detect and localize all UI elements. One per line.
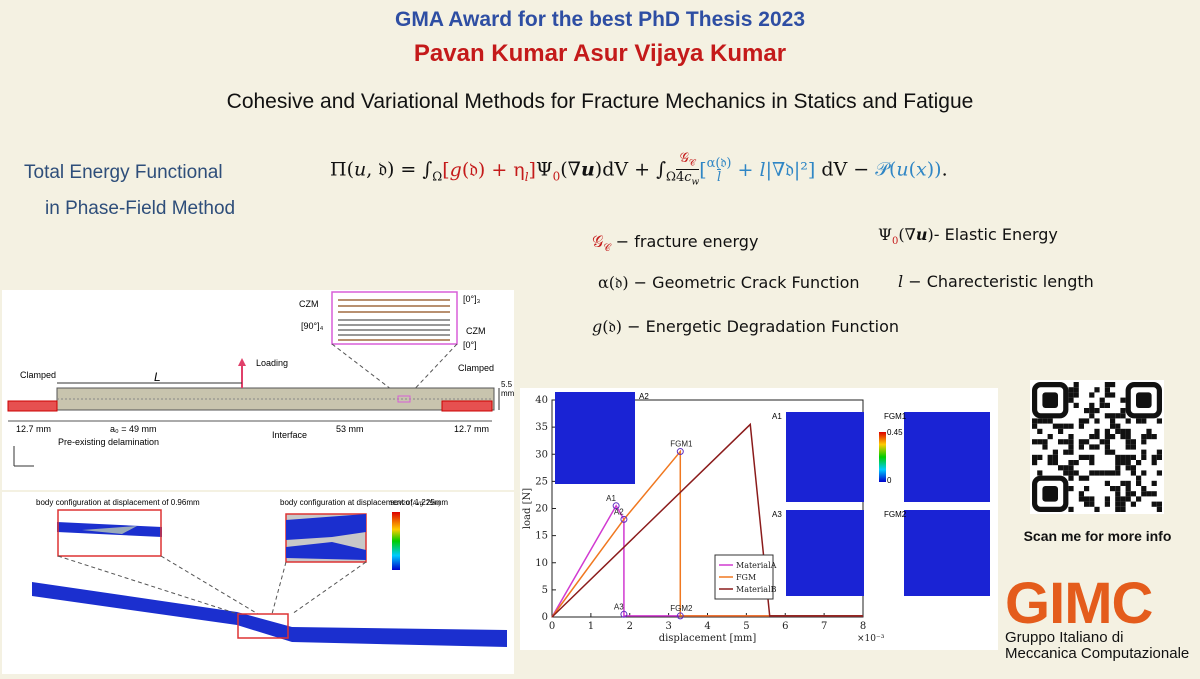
point-A3: [620, 610, 628, 618]
legend-psi: Ψ0(∇u)- Elastic Energy: [878, 225, 1058, 248]
legend-gc: 𝒢𝒞 − fracture energy: [592, 232, 759, 255]
legend-alpha: α(𝔡) − Geometric Crack Function: [598, 273, 860, 292]
dcb-diagram: CZM [0°]₃ [90°]₄ CZM [0°] Clamped L Load…: [2, 290, 514, 490]
series-line-FGM: [551, 449, 863, 618]
gimc-logo-text: GIMC: [1005, 571, 1153, 636]
legend-l: l − Charecteristic length: [898, 272, 1094, 291]
colorbar-min: 0: [887, 476, 892, 485]
label-12-7-left: 12.7 mm: [16, 424, 52, 434]
x-tick-label: 8: [860, 621, 866, 632]
load-displacement-panel: 0 1 2 3 4 5 6 7 8 0 5 10 15 20 25 30 35 40 displacement [m…: [520, 388, 998, 650]
gimc-line2: Meccanica Computazionale: [1005, 645, 1190, 662]
point-A2: [620, 515, 628, 523]
inset-a3: A3: [772, 510, 864, 596]
point-label-FGM2: FGM2: [670, 604, 693, 613]
x-tick-label: 6: [782, 621, 788, 632]
legend-entry-MaterialA: MaterialA: [736, 561, 777, 570]
x-tick-label: 7: [821, 621, 827, 632]
inset-label-fgm1: FGM1: [884, 412, 907, 421]
x-tick-label: 3: [665, 621, 671, 632]
y-axis-label: load [N]: [522, 488, 533, 529]
x-axis-label: displacement [mm]: [659, 633, 757, 644]
caption-left: body configuration at displacement of 0.…: [36, 498, 200, 507]
qr-code[interactable]: [1030, 380, 1164, 514]
label-12-7-right: 12.7 mm: [454, 424, 490, 434]
series-line-MaterialB: [551, 422, 863, 618]
label-clamped-right: Clamped: [458, 363, 495, 373]
legend-g: g(𝔡) − Energetic Degradation Function: [592, 317, 900, 336]
x-multiplier: ×10⁻³: [857, 634, 885, 644]
y-tick-label: 35: [535, 422, 548, 433]
label-L: L: [154, 370, 161, 384]
label-0deg3: [0°]₃: [463, 294, 481, 304]
inset-label-a1: A1: [772, 412, 782, 421]
y-tick-label: 0: [542, 612, 548, 623]
label-a0: a₀ = 49 mm: [110, 424, 157, 434]
inset-label-a3: A3: [772, 510, 782, 519]
inset-label-a2: A2: [639, 392, 649, 401]
energy-label-line2: in Phase-Field Method: [45, 198, 236, 219]
label-czm-bottom: CZM: [466, 326, 486, 336]
gimc-logo: GIMC: [1005, 575, 1153, 633]
label-clamped-left: Clamped: [20, 370, 57, 380]
gimc-line1: Gruppo Italiano di: [1005, 629, 1124, 646]
y-tick-label: 5: [542, 585, 548, 596]
inset-fgm1: FGM1: [884, 412, 990, 502]
load-displacement-chart: 0 1 2 3 4 5 6 7 8 0 5 10 15 20 25 30 35 40 displacement [m…: [522, 395, 885, 644]
label-0deg: [0°]: [463, 340, 477, 350]
x-tick-label: 4: [704, 621, 710, 632]
point-label-A3: A3: [614, 602, 624, 611]
y-tick-label: 40: [535, 395, 548, 406]
point-label-A1: A1: [606, 494, 616, 503]
inset-a1: A1: [772, 412, 864, 502]
energy-label-line1: Total Energy Functional: [24, 162, 223, 183]
label-czm-top: CZM: [299, 299, 319, 309]
label-thickness: 5.5 mm: [501, 380, 515, 398]
inset-label-fgm2: FGM2: [884, 510, 907, 519]
legend-entry-FGM: FGM: [736, 573, 756, 582]
point-FGM2: [676, 612, 684, 620]
inset-fgm2: FGM2: [884, 510, 990, 596]
inset-colorbar: [879, 432, 886, 482]
x-tick-label: 0: [549, 621, 555, 632]
legend-entry-MaterialB: MaterialB: [736, 585, 777, 594]
qr-caption: Scan me for more info: [1023, 528, 1172, 544]
thesis-title: Cohesive and Variational Methods for Fra…: [226, 90, 974, 113]
label-loading: Loading: [256, 358, 289, 368]
label-interface: Interface: [272, 430, 308, 440]
label-90deg4: [90°]₄: [301, 321, 324, 331]
simulation-panel: body configuration at displacement of 0.…: [2, 492, 514, 674]
point-FGM1: [676, 448, 684, 456]
gimc-caption: Gruppo Italiano di Meccanica Computazion…: [1005, 630, 1189, 662]
x-tick-label: 2: [627, 621, 633, 632]
inset-a2: A2: [555, 392, 649, 484]
caption-right: body configuration at displacement of 1.…: [280, 498, 449, 507]
x-tick-label: 1: [588, 621, 594, 632]
y-tick-label: 30: [535, 449, 548, 460]
y-tick-label: 20: [535, 504, 548, 515]
author-name: Pavan Kumar Asur Vijaya Kumar: [413, 40, 787, 67]
energy-functional-formula: Π(u, 𝔡) = ∫Ω[g(𝔡) + ηl]Ψ0(∇u)dV + ∫Ω𝒢𝒞 4c…: [330, 151, 948, 188]
y-tick-label: 15: [535, 531, 548, 542]
award-title: GMA Award for the best PhD Thesis 2023: [395, 8, 805, 31]
y-tick-label: 25: [535, 476, 548, 487]
colorbar-title: SDV20 (Avg: 75%): [390, 501, 441, 507]
label-53mm: 53 mm: [336, 424, 364, 434]
point-A1: [612, 502, 620, 510]
colorbar-max: 0.45: [887, 428, 903, 437]
point-label-FGM1: FGM1: [670, 440, 693, 449]
y-tick-label: 10: [535, 558, 548, 569]
point-label-A2: A2: [614, 507, 624, 516]
x-tick-label: 5: [743, 621, 749, 632]
label-delamination: Pre-existing delamination: [58, 437, 160, 447]
